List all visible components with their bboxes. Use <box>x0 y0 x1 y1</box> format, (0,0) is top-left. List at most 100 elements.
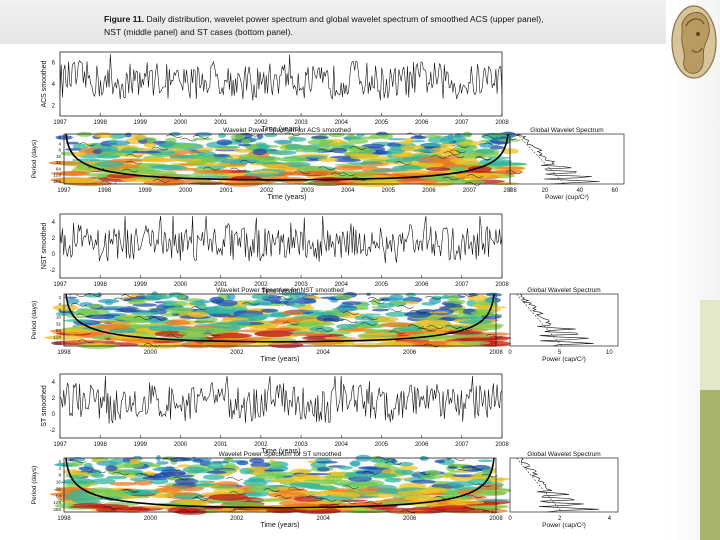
significance-contour <box>443 151 461 155</box>
ytick-label: 8 <box>58 148 61 153</box>
significance-contour <box>323 318 341 322</box>
xtick-label: 20 <box>542 188 549 194</box>
significance-contour <box>134 316 151 320</box>
power-contour <box>384 477 402 483</box>
power-contour <box>233 148 252 153</box>
power-contour <box>320 296 339 299</box>
xtick-label: 2007 <box>455 120 469 126</box>
power-contour <box>264 469 285 472</box>
xtick-label: 1998 <box>57 350 71 356</box>
power-contour <box>320 475 351 478</box>
xaxis-label: Time (years) <box>261 448 300 455</box>
significance-contour <box>140 473 157 478</box>
power-contour <box>366 332 398 336</box>
significance-contour <box>282 321 299 326</box>
significance-contour <box>69 459 86 464</box>
significance-contour <box>306 495 323 500</box>
power-contour <box>376 342 414 347</box>
ytick-label: 32 <box>56 160 62 165</box>
significance-contour <box>385 461 402 465</box>
significance-contour <box>151 146 168 151</box>
power-contour <box>497 138 521 142</box>
ytick-label: 64 <box>56 166 62 171</box>
xtick-label: 2006 <box>403 516 417 522</box>
yaxis-label: Period (days) <box>31 301 38 340</box>
ytick-label: -2 <box>50 268 56 274</box>
power-contour <box>268 492 307 498</box>
xtick-label: 2003 <box>301 188 315 194</box>
xaxis-label: Time (years) <box>260 522 299 529</box>
power-contour <box>361 330 388 333</box>
significance-contour <box>416 327 434 332</box>
axes-frame <box>509 457 619 513</box>
significance-line <box>516 133 565 185</box>
power-contour <box>240 492 264 496</box>
cone-of-influence <box>65 457 495 509</box>
power-contour <box>70 460 84 467</box>
significance-contour <box>317 148 335 153</box>
power-contour <box>273 139 293 144</box>
xaxis-label: Time (years) <box>260 356 299 363</box>
power-contour <box>123 489 152 496</box>
power-contour <box>96 461 119 466</box>
power-contour <box>410 479 436 484</box>
power-contour <box>52 304 79 311</box>
significance-contour <box>192 497 209 501</box>
power-contour <box>171 143 191 150</box>
power-contour <box>284 143 304 150</box>
power-contour <box>215 481 239 487</box>
power-contour <box>340 165 378 169</box>
series-panel-upper: 2 4 6 1997 1998 1999 2000 2001 2002 2003 2004 2005 2… <box>41 51 509 133</box>
significance-contour <box>166 334 183 338</box>
ytick-label: 4 <box>58 141 61 146</box>
significance-contour <box>409 309 427 314</box>
power-contour <box>246 145 261 150</box>
ytick-label: 8 <box>58 308 61 313</box>
figure-caption: Figure 11. Daily distribution, wavelet p… <box>104 13 554 39</box>
significance-contour <box>360 322 377 326</box>
power-contour <box>371 460 390 463</box>
ytick-label: 256 <box>53 179 61 184</box>
power-contour <box>425 167 451 171</box>
power-contour <box>75 343 121 347</box>
power-contour <box>419 326 456 332</box>
power-contour <box>468 324 502 331</box>
power-contour <box>413 148 437 152</box>
significance-contour <box>447 154 465 159</box>
xtick-label: 2006 <box>415 120 429 126</box>
power-contour <box>257 133 264 139</box>
power-contour <box>242 480 268 487</box>
power-contour <box>147 463 162 467</box>
power-contour <box>454 172 491 179</box>
power-contour <box>475 332 510 336</box>
power-contour <box>296 306 315 311</box>
power-contour <box>431 295 442 301</box>
xtick-label: 2000 <box>144 350 158 356</box>
power-contour <box>231 159 260 164</box>
significance-contour <box>75 313 93 318</box>
significance-contour <box>394 161 412 165</box>
axes-frame <box>509 133 625 185</box>
power-contour <box>281 310 304 316</box>
power-contour <box>210 332 252 339</box>
global-panel-bottom: Global Wavelet Spectrum 0 2 4 Power (cap/C²) <box>508 451 619 529</box>
yaxis-label: Period (days) <box>31 140 38 179</box>
power-contour <box>347 162 382 165</box>
power-contour <box>203 474 225 480</box>
ytick-label: 16 <box>56 480 62 485</box>
significance-contour <box>149 317 167 321</box>
power-contour <box>397 331 430 335</box>
power-contour <box>474 148 495 154</box>
power-contour <box>397 140 414 145</box>
power-contour <box>75 163 100 170</box>
series-panel-bottom: -2 0 2 4 1997 1998 1999 2000 2001 2002 2003 2004 200… <box>41 373 509 455</box>
axes-frame <box>59 213 503 279</box>
significance-contour <box>79 142 96 146</box>
ytick-label: 32 <box>56 486 62 491</box>
xaxis-label: Time (years) <box>261 288 300 295</box>
power-contour <box>392 327 421 330</box>
significance-contour <box>414 471 431 476</box>
power-contour <box>467 293 479 297</box>
xtick-label: 2000 <box>174 282 188 288</box>
